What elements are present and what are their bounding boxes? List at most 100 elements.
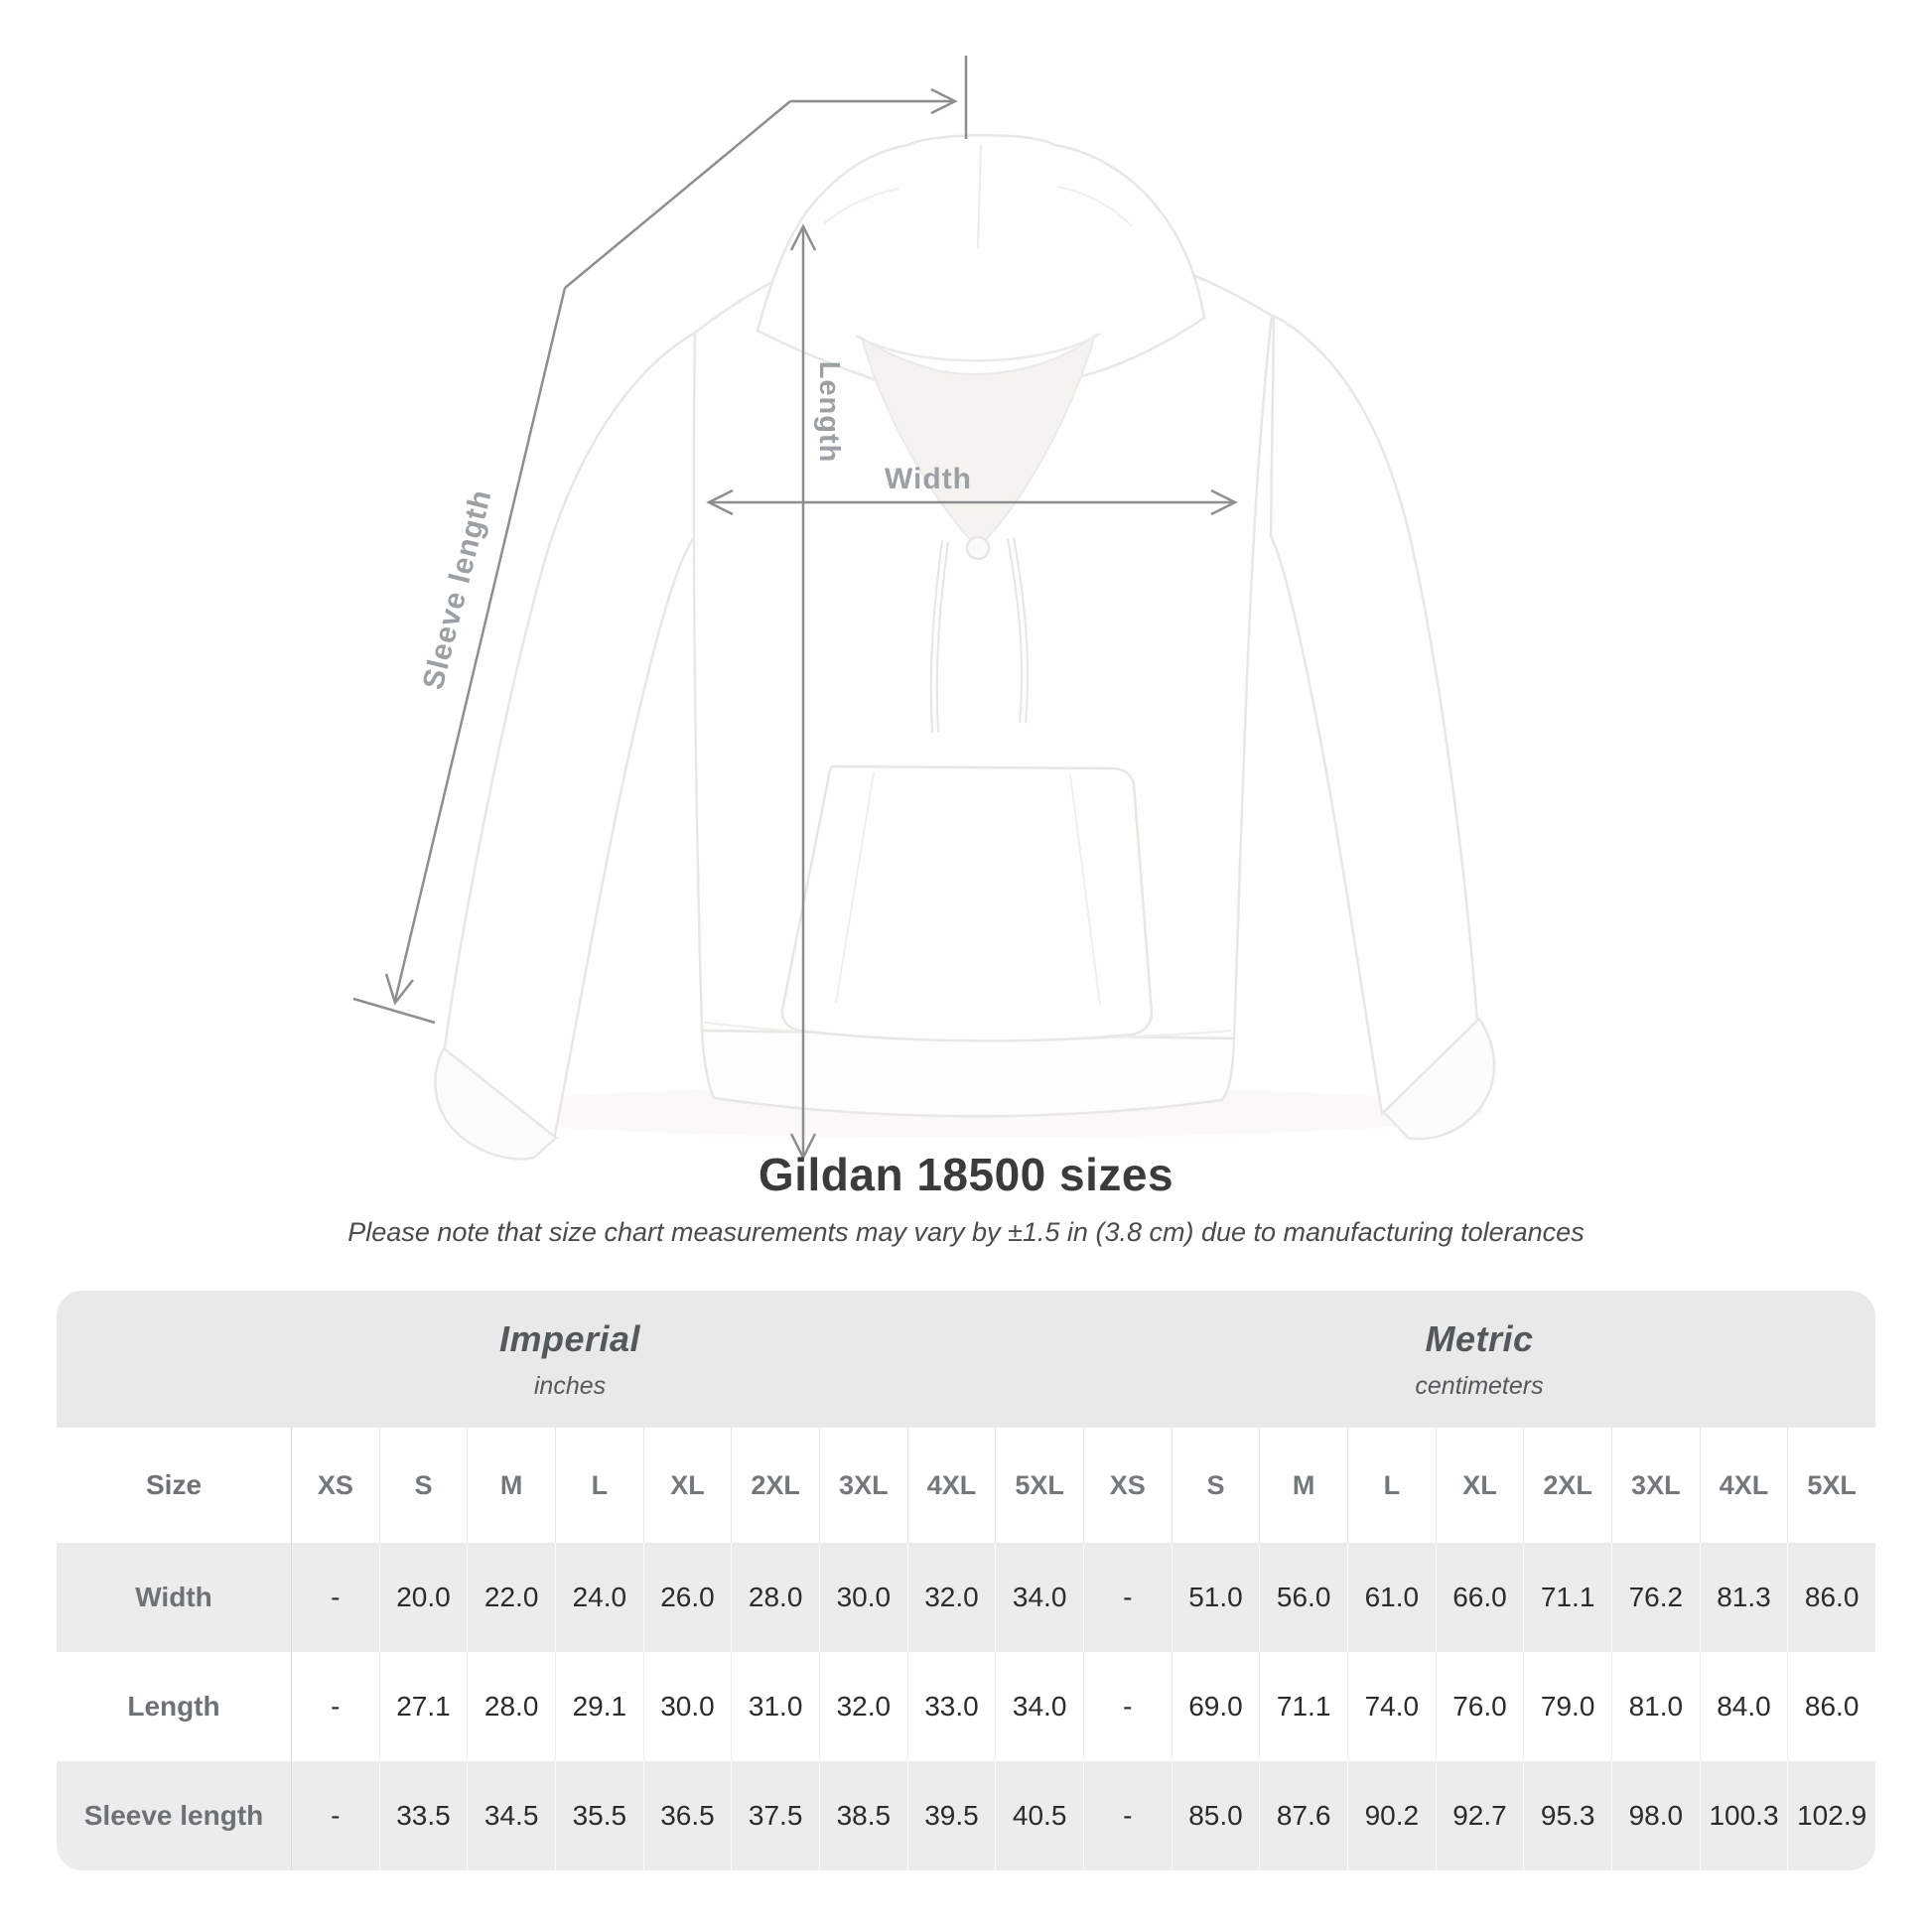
hoodie-size-diagram: Length Width Sleeve length <box>352 56 1496 1161</box>
size-table: Imperial inches Metric centimeters Size X… <box>57 1291 1875 1870</box>
value-cell: 34.0 <box>995 1543 1083 1652</box>
value-cell: 29.1 <box>554 1652 643 1761</box>
hood-opening <box>860 333 1097 550</box>
value-cell: 35.5 <box>554 1761 643 1870</box>
value-cell: 98.0 <box>1610 1761 1700 1870</box>
sleeve-dim-diagonal-upper <box>564 100 791 289</box>
sleeve-dim-end-tick-bottom <box>352 997 436 1025</box>
size-col-header: XL <box>1435 1428 1524 1543</box>
value-cell: 76.0 <box>1435 1652 1524 1761</box>
collar-seam <box>855 332 1101 362</box>
sleeve-dim-label: Sleeve length <box>417 486 498 693</box>
value-cell: 56.0 <box>1259 1543 1347 1652</box>
size-col-header: L <box>554 1428 643 1543</box>
drawstring-right <box>1009 537 1028 724</box>
width-dim-arrow-left <box>706 488 734 516</box>
unit-group-imperial: Imperial inches <box>57 1291 1083 1428</box>
value-cell: 71.1 <box>1259 1652 1347 1761</box>
size-corner-header: Size <box>57 1428 291 1543</box>
value-cell: 90.2 <box>1346 1761 1436 1870</box>
width-dim-label: Width <box>885 463 972 495</box>
value-cell: 34.5 <box>467 1761 555 1870</box>
sleeve-dim-diagonal-lower <box>393 287 567 1002</box>
value-cell: - <box>291 1761 379 1870</box>
value-cell: 27.1 <box>378 1652 468 1761</box>
drawstring-knot <box>965 535 991 561</box>
value-cell: 31.0 <box>731 1652 819 1761</box>
metric-label: Metric <box>1425 1317 1534 1359</box>
value-cell: 30.0 <box>818 1543 907 1652</box>
page-title: Gildan 18500 sizes <box>758 1149 1174 1200</box>
value-cell: 69.0 <box>1171 1652 1260 1761</box>
size-col-header: 2XL <box>731 1428 819 1543</box>
length-dim-arrow-bottom <box>789 1133 817 1161</box>
value-cell: 76.2 <box>1610 1543 1700 1652</box>
value-cell: 39.5 <box>906 1761 996 1870</box>
value-cell: 30.0 <box>642 1652 732 1761</box>
value-cell: 71.1 <box>1523 1543 1611 1652</box>
length-dim-arrow-top <box>789 223 817 251</box>
unit-header-band: Imperial inches Metric centimeters <box>57 1291 1875 1428</box>
value-cell: 28.0 <box>731 1543 819 1652</box>
width-dim-arrow-right <box>1210 488 1238 516</box>
value-cell: 87.6 <box>1259 1761 1347 1870</box>
size-col-header: M <box>467 1428 555 1543</box>
value-cell: 38.5 <box>818 1761 907 1870</box>
value-cell: 81.0 <box>1610 1652 1700 1761</box>
value-cell: - <box>1082 1543 1172 1652</box>
size-col-header: 3XL <box>818 1428 907 1543</box>
value-cell: 20.0 <box>378 1543 468 1652</box>
hood-center-seam <box>977 144 982 249</box>
unit-group-metric: Metric centimeters <box>1083 1291 1875 1428</box>
value-cell: 37.5 <box>731 1761 819 1870</box>
value-cell: 66.0 <box>1435 1543 1524 1652</box>
pocket-opening-left <box>835 771 875 1004</box>
value-cell: - <box>291 1652 379 1761</box>
hem-band <box>700 1029 1236 1118</box>
value-cell: 32.0 <box>818 1652 907 1761</box>
value-cell: 33.0 <box>906 1652 996 1761</box>
size-col-header: XS <box>291 1428 379 1543</box>
right-cuff <box>1382 1017 1496 1141</box>
value-cell: - <box>291 1543 379 1652</box>
value-cell: 28.0 <box>467 1652 555 1761</box>
size-col-header: XS <box>1082 1428 1172 1543</box>
size-col-header: S <box>1171 1428 1260 1543</box>
value-cell: 33.5 <box>378 1761 468 1870</box>
imperial-label: Imperial <box>498 1317 641 1359</box>
kangaroo-pocket <box>780 764 1154 1042</box>
right-sleeve <box>1269 313 1479 1117</box>
value-cell: - <box>1082 1652 1172 1761</box>
hoodie-photo <box>434 134 1496 1161</box>
value-cell: 74.0 <box>1346 1652 1436 1761</box>
value-cell: 24.0 <box>554 1543 643 1652</box>
imperial-sublabel: inches <box>533 1371 607 1400</box>
value-cell: 81.3 <box>1699 1543 1788 1652</box>
value-cell: 86.0 <box>1787 1543 1875 1652</box>
size-col-header: S <box>378 1428 468 1543</box>
size-col-header: M <box>1259 1428 1347 1543</box>
value-cell: 51.0 <box>1171 1543 1260 1652</box>
row-label: Width <box>57 1543 291 1652</box>
dimension-lines <box>352 56 1238 1161</box>
size-col-header: 4XL <box>906 1428 996 1543</box>
size-col-header: 2XL <box>1523 1428 1611 1543</box>
sleeve-dim-arrow-right <box>930 87 958 115</box>
hood-fold-right <box>1056 186 1133 227</box>
hoodie-diagram-svg: Length Width Sleeve length <box>352 56 1496 1161</box>
value-cell: 22.0 <box>467 1543 555 1652</box>
size-table-grid: Size XS S M L XL 2XL 3XL 4XL 5XL XS S M L XL 2XL 3XL 4XL 5… <box>57 1428 1875 1870</box>
size-col-header: XL <box>642 1428 732 1543</box>
sleeve-dim-arrow-bottom <box>384 973 414 1006</box>
size-col-header: 3XL <box>1610 1428 1700 1543</box>
row-label: Sleeve length <box>57 1761 291 1870</box>
pocket-opening-right <box>1069 773 1101 1006</box>
length-dim-label: Length <box>813 361 845 464</box>
size-col-header: 5XL <box>1787 1428 1875 1543</box>
size-col-header: L <box>1346 1428 1436 1543</box>
tolerance-note: Please note that size chart measurements… <box>347 1217 1585 1247</box>
size-col-header: 5XL <box>995 1428 1083 1543</box>
value-cell: 102.9 <box>1787 1761 1875 1870</box>
value-cell: 61.0 <box>1346 1543 1436 1652</box>
hood-fold-left <box>823 188 899 224</box>
